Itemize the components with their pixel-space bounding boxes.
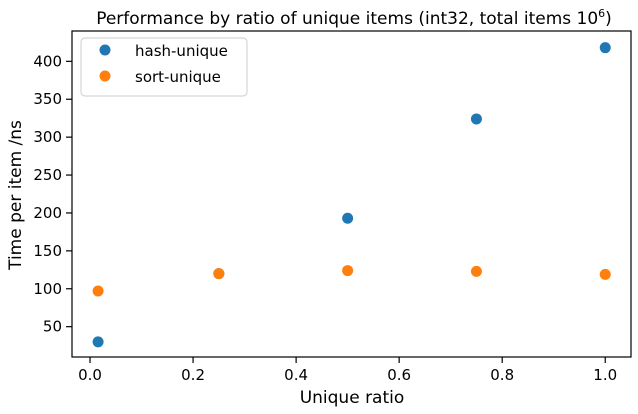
data-point-hash-unique [470, 113, 482, 125]
legend: hash-unique sort-unique [80, 37, 248, 97]
data-point-hash-unique [599, 42, 611, 54]
data-point-hash-unique [342, 212, 354, 224]
y-tick-label: 200 [33, 204, 62, 222]
y-tick-label: 100 [33, 280, 62, 298]
data-point-sort-unique [470, 265, 482, 277]
series-sort-unique [92, 265, 611, 297]
chart-title: Performance by ratio of unique items (in… [96, 7, 612, 29]
x-tick-label: 0.8 [490, 366, 514, 384]
data-point-sort-unique [92, 285, 104, 297]
x-tick-label: 0.6 [387, 366, 411, 384]
y-tick-label: 400 [33, 52, 62, 70]
y-tick-label: 150 [33, 242, 62, 260]
legend-label-sort-unique: sort-unique [135, 68, 221, 86]
x-tick-label: 0.4 [284, 366, 308, 384]
chart-title-main: Performance by ratio of unique items (in… [96, 9, 598, 29]
data-point-sort-unique [342, 265, 354, 277]
y-tick-label: 350 [33, 90, 62, 108]
y-tick-label: 300 [33, 128, 62, 146]
legend-box [80, 37, 248, 97]
y-tick-label: 250 [33, 166, 62, 184]
chart-title-superscript: 6 [598, 7, 605, 20]
plot-area [92, 42, 611, 348]
legend-label-hash-unique: hash-unique [135, 42, 228, 60]
x-axis-ticks: 0.0 0.2 0.4 0.6 0.8 1.0 [78, 357, 617, 384]
axes-frame [71, 30, 632, 358]
y-tick-label: 50 [43, 318, 62, 336]
x-tick-label: 0.2 [181, 366, 205, 384]
data-point-sort-unique [599, 268, 611, 280]
x-tick-label: 1.0 [593, 366, 617, 384]
legend-marker-hash-unique [99, 44, 111, 56]
legend-marker-sort-unique [99, 70, 111, 82]
data-point-hash-unique [92, 336, 104, 348]
data-point-sort-unique [213, 268, 225, 280]
x-tick-label: 0.0 [78, 366, 102, 384]
y-axis-ticks: 50 100 150 200 250 300 350 400 [33, 52, 72, 336]
x-axis-label: Unique ratio [300, 388, 405, 408]
y-axis-label: Time per item /ns [6, 120, 26, 271]
chart-title-suffix: ) [605, 9, 612, 29]
